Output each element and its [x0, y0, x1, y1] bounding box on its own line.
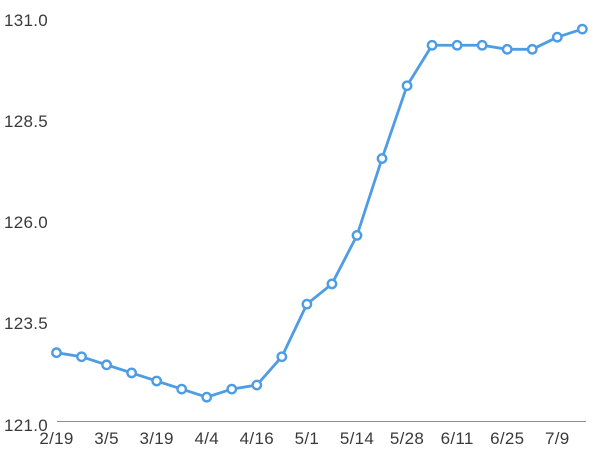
data-point-marker: [76, 351, 87, 363]
x-axis-tick-label: 3/5: [94, 429, 119, 448]
x-axis-tick-label: 4/16: [239, 429, 274, 448]
x-axis-tick-label: 5/28: [389, 429, 425, 448]
data-point-marker: [476, 39, 488, 51]
data-point-marker: [376, 153, 388, 164]
data-point-marker: [526, 43, 538, 55]
y-axis-tick-label: 121.0: [3, 415, 48, 435]
data-point-marker: [226, 383, 238, 395]
data-point-marker: [176, 383, 188, 395]
data-point-marker: [201, 391, 213, 403]
data-point-marker: [451, 39, 463, 51]
data-point-marker: [551, 31, 563, 43]
x-axis-tick-label: 5/14: [339, 429, 375, 448]
x-axis-tick-label: 2/19: [39, 429, 74, 448]
data-point-marker: [276, 351, 288, 363]
y-axis-tick-label: 131.0: [3, 11, 48, 30]
x-axis-tick-label: 6/25: [490, 429, 525, 448]
data-point-marker: [151, 375, 163, 387]
data-series-line: [55, 27, 584, 399]
data-point-marker: [401, 80, 413, 92]
data-point-marker: [426, 39, 438, 51]
data-point-marker: [51, 347, 62, 359]
x-axis-tick-label: 5/1: [294, 429, 320, 448]
data-point-marker: [126, 367, 138, 379]
data-point-marker: [326, 278, 338, 290]
y-axis-tick-label: 126.0: [3, 213, 48, 233]
data-point-marker: [501, 43, 513, 55]
x-axis-tick-label: 4/4: [194, 429, 220, 448]
y-axis-tick-label: 123.5: [3, 314, 48, 334]
data-point-marker: [301, 298, 313, 310]
x-axis-tick-label: 7/9: [545, 429, 570, 448]
data-point-marker: [251, 379, 263, 391]
data-point-marker: [351, 229, 363, 241]
x-axis-tick-label: 3/19: [139, 429, 174, 448]
data-point-marker: [576, 23, 588, 35]
x-axis-tick-label: 6/11: [440, 429, 474, 448]
y-axis-tick-label: 128.5: [3, 112, 48, 132]
data-point-marker: [101, 359, 112, 371]
